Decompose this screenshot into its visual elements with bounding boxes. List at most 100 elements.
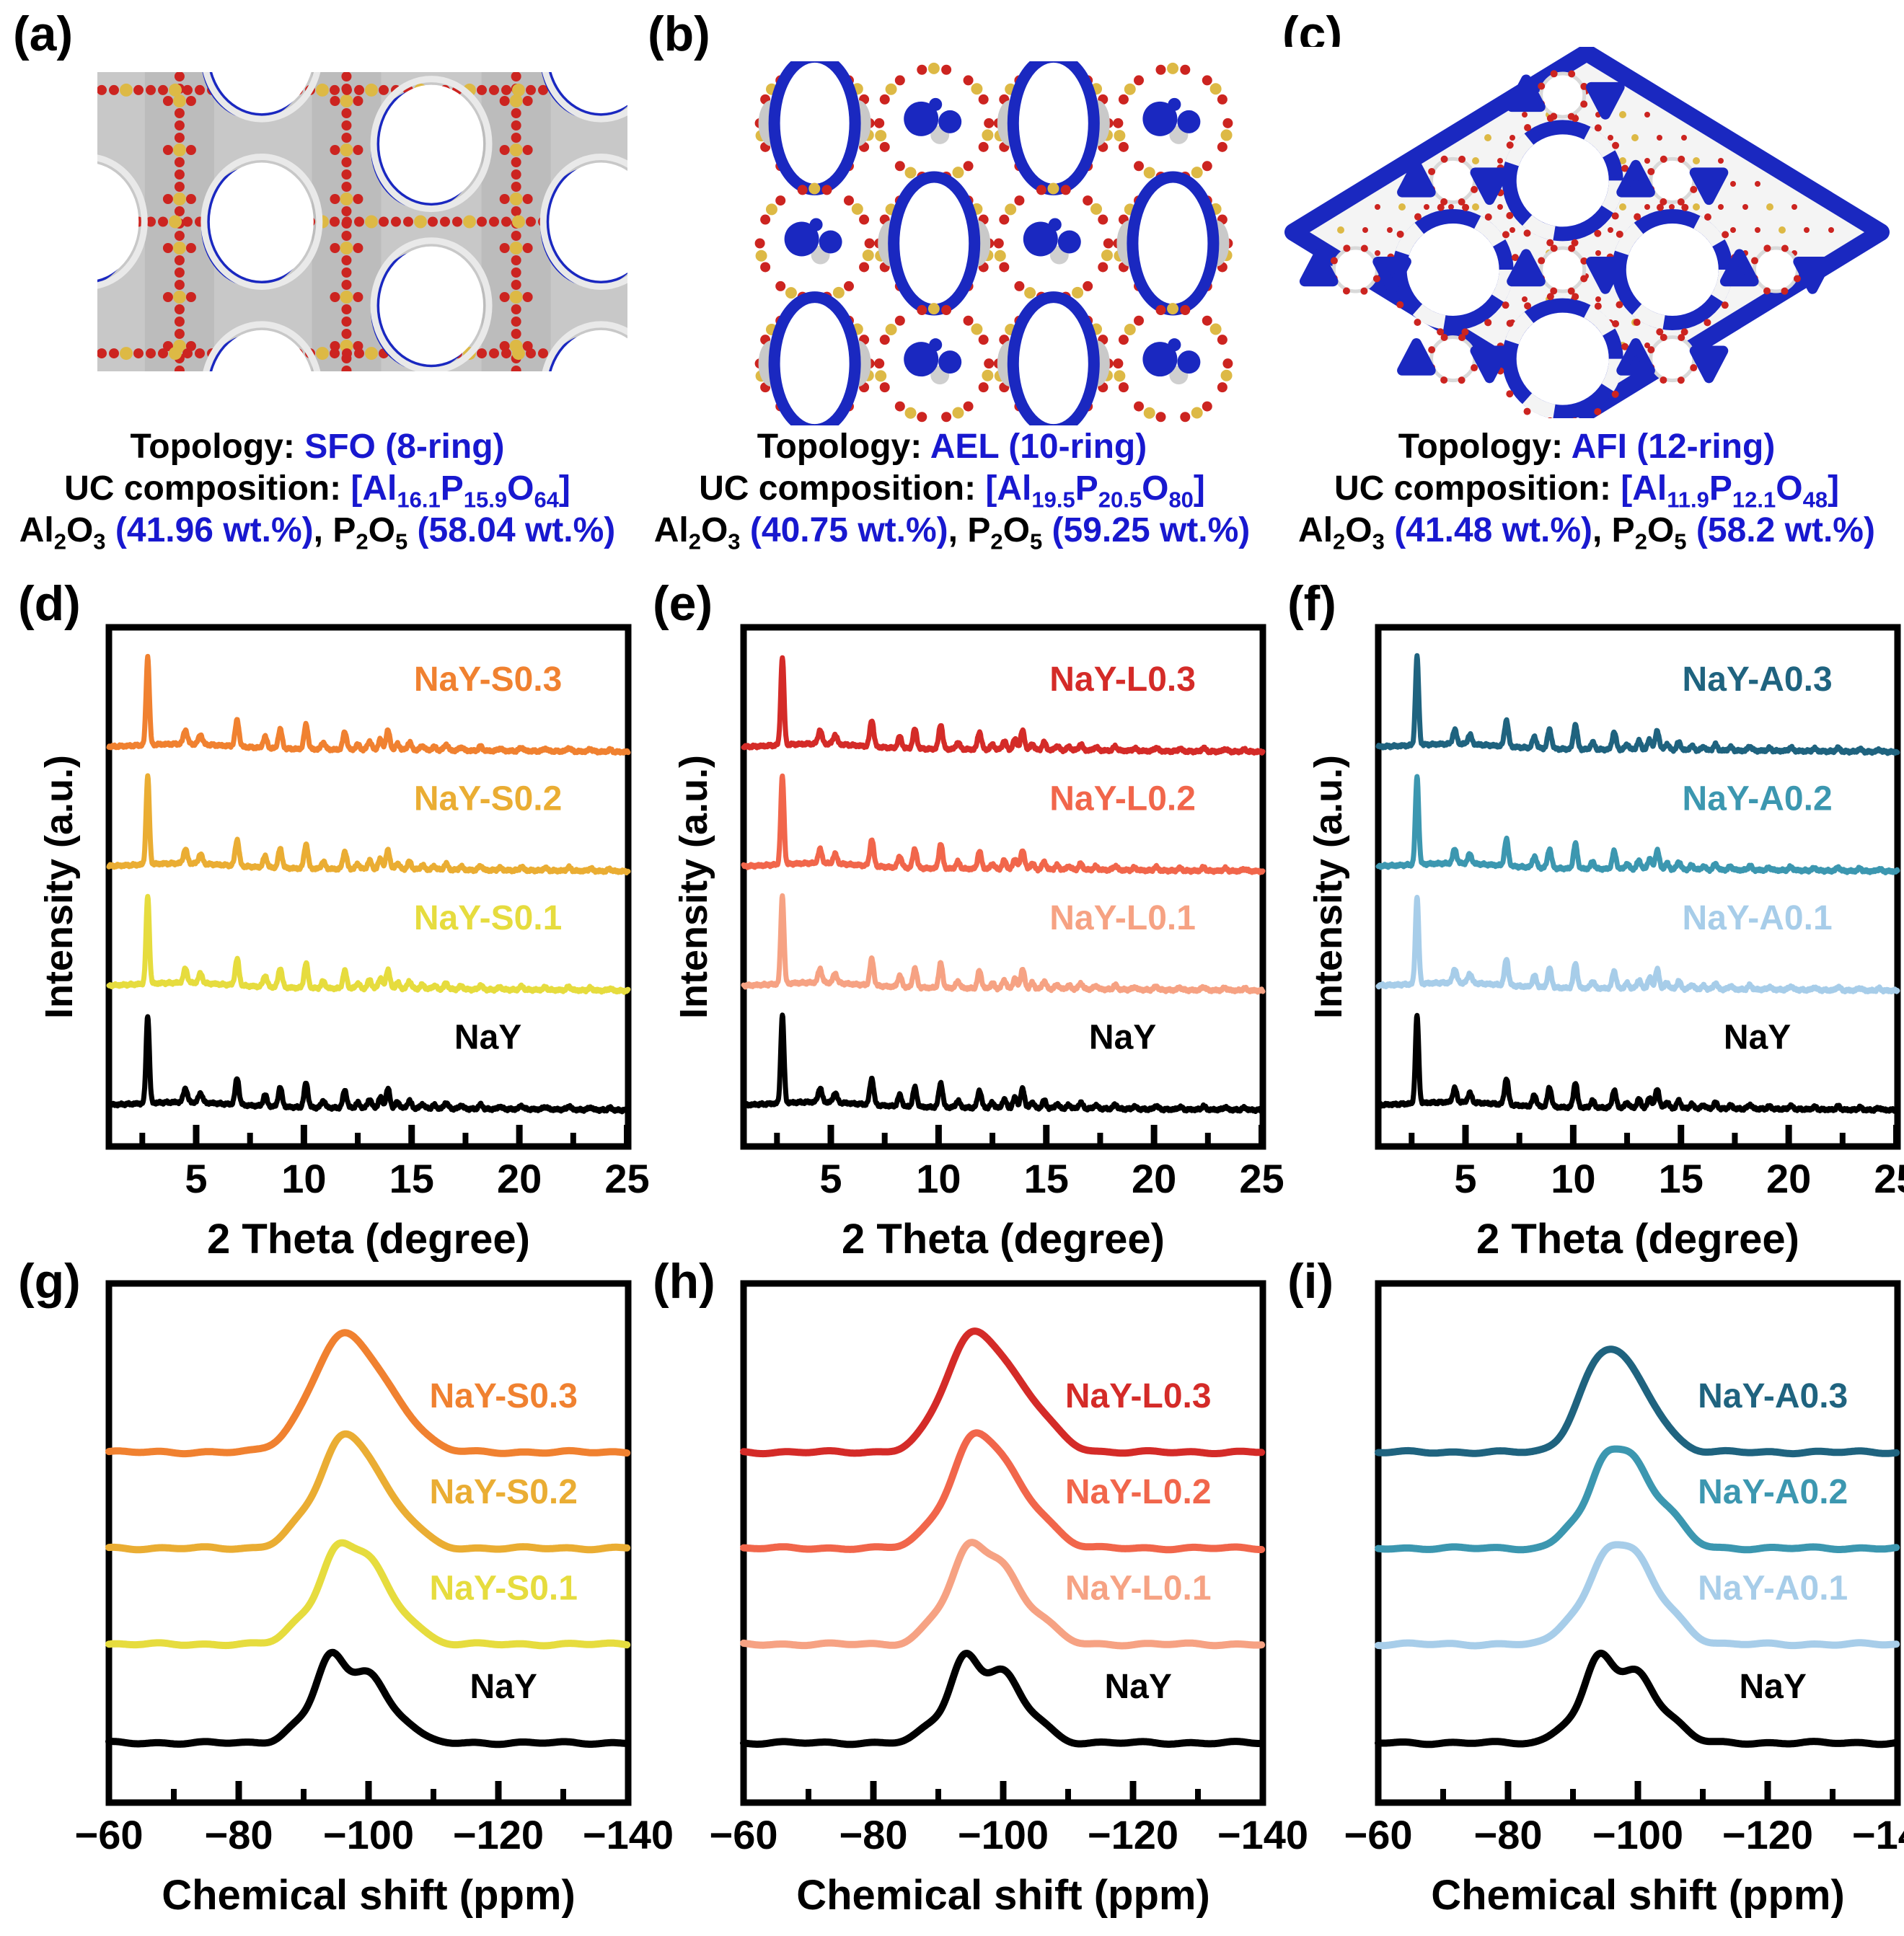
series-label: NaY-L0.3 — [1049, 660, 1196, 699]
structure-caption-b: Topology: AEL (10-ring) UC composition: [… — [635, 427, 1269, 564]
plot-box — [105, 1280, 632, 1806]
x-tick-label: 20 — [1766, 1156, 1811, 1201]
panel-letter-d: (d) — [18, 576, 81, 631]
x-tick-label: −120 — [1088, 1812, 1178, 1857]
nmr-trace-NaY-L0.2 — [740, 1429, 1266, 1554]
crystal-svg-ael — [745, 61, 1243, 425]
x-tick-label: 20 — [1132, 1156, 1176, 1201]
xrd-trace-NaY-L0.3 — [741, 655, 1266, 756]
x-tick-label: −100 — [1592, 1812, 1683, 1857]
x-tick-label: 15 — [1024, 1156, 1069, 1201]
series-label: NaY — [1740, 1668, 1807, 1706]
x-tick-label: 15 — [1659, 1156, 1704, 1201]
x-tick-label: 10 — [916, 1156, 961, 1201]
panel-letter-g: (g) — [18, 1254, 81, 1309]
xrd-plot-e: 5 10 15 20 25 2 Theta (degree) NaY-L0.3 NaY-L0.… — [709, 598, 1344, 1262]
series-label: NaY-L0.1 — [1049, 899, 1196, 937]
xrd-chart: 5 10 15 20 25 2 Theta (degree) NaY-A0.3 NaY-A0.… — [1375, 624, 1904, 1262]
x-tick-label: 5 — [1454, 1156, 1476, 1201]
xrd-trace-NaY-A0.3 — [1375, 653, 1900, 756]
x-tick-label: −120 — [453, 1812, 544, 1857]
xrd-trace-NaY — [1375, 1012, 1900, 1114]
xrd-chart: 5 10 15 20 25 2 Theta (degree) NaY-S0.3 NaY-S0.… — [105, 624, 650, 1262]
x-axis-title: 2 Theta (degree) — [842, 1216, 1165, 1262]
x-tick-label: −60 — [1344, 1812, 1413, 1857]
panel-letter-a: (a) — [13, 6, 74, 61]
series-label: NaY-S0.3 — [429, 1377, 577, 1415]
crystal-svg-sfo — [97, 72, 627, 371]
x-tick-label: 5 — [819, 1156, 842, 1201]
x-tick-label: 20 — [497, 1156, 542, 1201]
series-label: NaY-A0.2 — [1698, 1473, 1848, 1511]
x-axis-title: Chemical shift (ppm) — [162, 1872, 576, 1918]
panel-letter-f: (f) — [1287, 576, 1336, 631]
series-label: NaY-L0.2 — [1065, 1473, 1212, 1511]
plot-box — [105, 624, 632, 1150]
series-label: NaY-S0.1 — [414, 899, 562, 937]
x-tick-label: 5 — [185, 1156, 207, 1201]
nmr-trace-NaY-L0.3 — [740, 1327, 1266, 1458]
xrd-trace-NaY — [106, 1014, 631, 1115]
nmr-trace-NaY-A0.1 — [1375, 1541, 1900, 1650]
x-axis-title: 2 Theta (degree) — [207, 1216, 530, 1262]
xrd-trace-NaY — [741, 1012, 1266, 1114]
xrd-trace-NaY-L0.2 — [741, 773, 1266, 875]
crystal-svg-afi — [1282, 47, 1892, 418]
nmr-trace-NaY — [1375, 1649, 1900, 1749]
x-tick-label: 25 — [1239, 1156, 1284, 1201]
x-tick-label: 25 — [604, 1156, 649, 1201]
series-label: NaY-L0.1 — [1065, 1569, 1212, 1607]
x-tick-label: −80 — [1474, 1812, 1543, 1857]
xrd-trace-NaY-S0.2 — [106, 773, 631, 876]
series-label: NaY-S0.1 — [429, 1569, 577, 1607]
x-tick-label: −100 — [958, 1812, 1049, 1857]
nmr-plot-h: −60 −80 −100 −120 −140 Chemical shift (ppm) Na… — [709, 1255, 1344, 1918]
plot-box — [740, 624, 1266, 1150]
x-tick-label: −60 — [75, 1812, 144, 1857]
series-label: NaY — [1724, 1019, 1791, 1057]
nmr-trace-NaY-S0.3 — [105, 1329, 631, 1458]
caption-line: Topology: AEL (10-ring) — [757, 428, 1147, 466]
crystal-structure-image-sfo — [97, 72, 627, 371]
nmr-trace-NaY-L0.1 — [740, 1539, 1266, 1650]
panel-letter-e: (e) — [653, 576, 713, 631]
xrd-trace-NaY-S0.1 — [106, 893, 631, 995]
series-label: NaY-S0.2 — [414, 779, 562, 818]
series-label: NaY-L0.3 — [1065, 1377, 1212, 1415]
x-axis-title: Chemical shift (ppm) — [1431, 1872, 1845, 1918]
x-tick-label: −120 — [1722, 1812, 1813, 1857]
x-tick-label: −60 — [710, 1812, 778, 1857]
x-tick-label: −100 — [323, 1812, 414, 1857]
xrd-chart: 5 10 15 20 25 2 Theta (degree) NaY-L0.3 NaY-L0.… — [740, 624, 1284, 1262]
panel-letter-i: (i) — [1287, 1254, 1334, 1309]
x-axis-title: 2 Theta (degree) — [1476, 1216, 1799, 1262]
crystal-structure-image-ael — [745, 61, 1243, 425]
series-label: NaY — [1105, 1668, 1172, 1706]
nmr-trace-NaY — [105, 1648, 631, 1749]
xrd-trace-NaY-L0.1 — [741, 893, 1266, 995]
plot-box — [740, 1280, 1266, 1806]
series-label: NaY — [454, 1019, 521, 1057]
caption-line: Topology: AFI (12-ring) — [1398, 428, 1776, 466]
panel-letter-h: (h) — [653, 1254, 715, 1309]
nmr-trace-NaY-S0.2 — [105, 1430, 631, 1554]
crystal-structure-image-afi — [1282, 47, 1892, 418]
xrd-plot-d: 5 10 15 20 25 2 Theta (degree) NaY-S0.3 NaY-S0.… — [74, 598, 709, 1262]
xrd-trace-NaY-S0.3 — [106, 653, 631, 756]
caption-line: UC composition: [Al19.5P20.5O80] — [699, 469, 1205, 513]
x-tick-label: −80 — [839, 1812, 908, 1857]
series-label: NaY-A0.3 — [1683, 660, 1833, 699]
series-label: NaY-A0.2 — [1683, 779, 1833, 818]
series-label: NaY-S0.2 — [429, 1473, 577, 1511]
nmr-trace-NaY-A0.3 — [1375, 1345, 1900, 1458]
xrd-trace-NaY-A0.2 — [1375, 774, 1900, 875]
nmr-trace-NaY — [740, 1650, 1266, 1749]
caption-line: UC composition: [Al16.1P15.9O64] — [64, 469, 570, 513]
series-label: NaY-A0.3 — [1698, 1377, 1848, 1415]
structure-caption-a: Topology: SFO (8-ring) UC composition: [A… — [0, 427, 635, 564]
